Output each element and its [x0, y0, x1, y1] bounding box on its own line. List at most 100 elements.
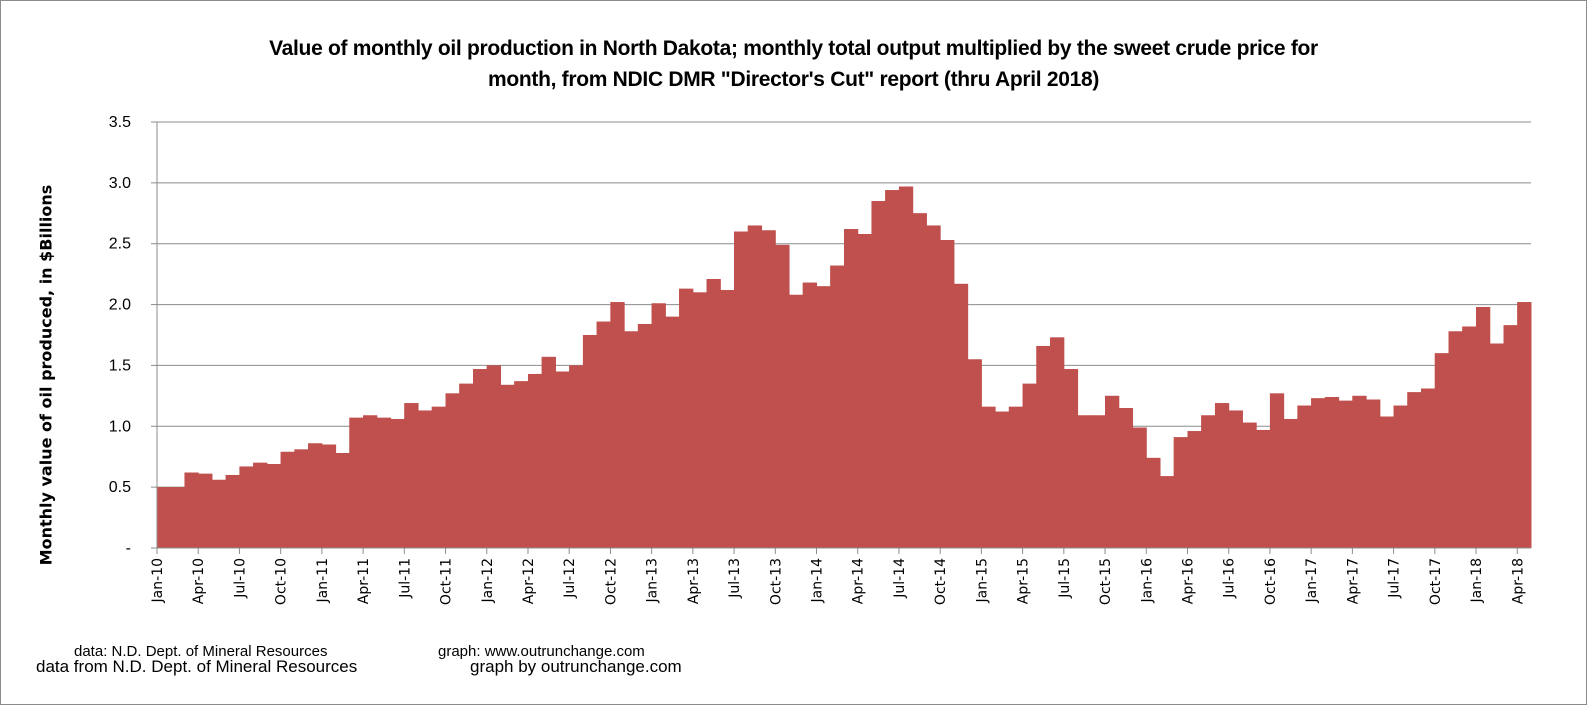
x-tick-label: Jul-13: [727, 558, 743, 599]
data-point: [211, 479, 227, 548]
data-point: [995, 411, 1010, 548]
data-point: [679, 288, 694, 548]
data-point: [198, 473, 213, 548]
data-point: [1160, 476, 1175, 548]
data-point: [926, 225, 941, 548]
data-point: [1352, 395, 1367, 548]
x-tick-label: Apr-14: [851, 558, 867, 604]
x-tick-label: Jul-17: [1387, 558, 1403, 599]
x-tick-labels: Jan-10 Apr-10 Jul-10 Oct-10 Jan-11 Apr-11 Jul-…: [150, 558, 1526, 605]
x-tick-label: Apr-18: [1510, 558, 1526, 604]
data-point: [981, 406, 996, 548]
data-point: [1214, 403, 1230, 548]
data-point: [1366, 399, 1381, 548]
data-point: [844, 229, 859, 549]
data-point: [157, 487, 172, 548]
x-tick-label: Jan-18: [1469, 558, 1485, 603]
x-tick-label: Jul-16: [1222, 558, 1238, 599]
data-point: [816, 286, 831, 548]
y-tick-label: 0.5: [109, 479, 131, 496]
x-tick-label: Apr-12: [521, 558, 537, 604]
data-point: [459, 383, 474, 548]
data-point: [308, 443, 323, 548]
data-point: [953, 283, 969, 548]
x-tick-label: Jul-15: [1057, 558, 1073, 599]
x-tick-label: Jan-10: [150, 558, 166, 603]
data-point: [1118, 408, 1134, 548]
data-point: [555, 371, 570, 548]
data-point: [789, 294, 804, 548]
axes: [151, 121, 1531, 554]
data-point: [651, 303, 666, 548]
data-point: [802, 282, 818, 548]
x-tick-label: Jul-10: [232, 558, 248, 599]
data-point: [610, 302, 625, 548]
data-point: [321, 444, 337, 548]
data-point: [940, 240, 955, 548]
chart-title-line1: Value of monthly oil production in North…: [269, 37, 1318, 60]
data-point: [294, 449, 309, 548]
x-tick-label: Oct-13: [768, 558, 784, 605]
data-point: [390, 418, 405, 548]
data-point: [473, 369, 488, 548]
x-tick-label: Jul-12: [562, 558, 578, 599]
data-point: [253, 462, 268, 548]
data-point: [1503, 325, 1518, 548]
data-point: [912, 213, 927, 549]
data-point: [1105, 395, 1120, 548]
data-point: [734, 231, 749, 549]
data-point: [280, 451, 295, 548]
data-point: [1269, 393, 1285, 548]
data-point: [967, 359, 982, 548]
y-tick-label: 3.0: [109, 175, 131, 192]
data-point: [349, 417, 364, 548]
data-point: [1338, 400, 1353, 548]
data-point: [1421, 388, 1436, 548]
data-point: [1283, 418, 1298, 548]
data-point: [857, 233, 872, 549]
y-tick-label: 3.5: [109, 114, 131, 131]
x-tick-label: Oct-10: [274, 558, 290, 605]
x-tick-label: Apr-13: [686, 558, 702, 604]
data-point: [830, 265, 845, 548]
data-point: [1050, 337, 1065, 548]
data-point: [239, 466, 254, 548]
data-point: [445, 393, 460, 548]
data-point: [266, 464, 282, 548]
data-point: [761, 230, 776, 548]
data-point: [431, 406, 447, 548]
data-point: [1228, 410, 1243, 548]
data-point: [692, 292, 708, 548]
data-point: [418, 410, 433, 548]
data-point: [706, 279, 721, 548]
footer-data-source-1: data: N.D. Dept. of Mineral Resources: [74, 643, 328, 660]
y-tick-label: 2.5: [109, 236, 131, 253]
data-point: [569, 365, 584, 548]
data-point: [1146, 457, 1161, 548]
data-point: [1407, 392, 1422, 548]
x-tick-label: Oct-12: [603, 558, 619, 605]
data-point: [1489, 343, 1505, 548]
area-series: [157, 186, 1532, 549]
x-tick-label: Jan-11: [315, 558, 331, 603]
x-tick-label: Jan-14: [810, 558, 826, 604]
footer-graph-credit-1: graph: www.outrunchange.com: [438, 643, 645, 660]
data-point: [885, 190, 900, 548]
data-point: [1311, 398, 1326, 548]
data-point: [225, 474, 240, 548]
x-tick-label: Oct-16: [1263, 558, 1279, 605]
data-point: [1091, 415, 1106, 548]
chart-title-line2: month, from NDIC DMR "Director's Cut" re…: [487, 68, 1100, 91]
data-point: [898, 186, 914, 548]
data-point: [665, 316, 680, 548]
data-point: [720, 289, 735, 548]
data-point: [624, 331, 639, 548]
x-tick-label: Jan-12: [480, 558, 496, 603]
data-point: [775, 244, 790, 548]
x-tick-label: Apr-17: [1345, 558, 1361, 604]
y-tick-label: 1.0: [109, 418, 131, 435]
data-point: [514, 381, 529, 548]
data-point: [1132, 427, 1147, 548]
data-point: [1173, 437, 1188, 548]
